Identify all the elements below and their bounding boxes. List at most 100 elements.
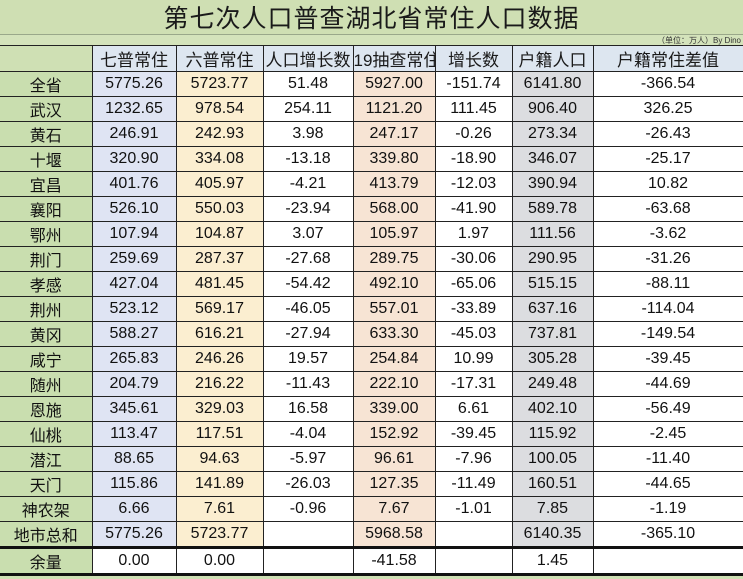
table-cell: 254.84 — [352, 346, 436, 372]
table-cell: -13.18 — [262, 146, 354, 172]
unit-note: （单位：万人）By Dino — [656, 36, 741, 45]
table-cell: -27.94 — [262, 321, 354, 347]
table-cell: -151.74 — [434, 71, 513, 97]
table-cell: 1.45 — [511, 546, 594, 576]
table-cell: 3.98 — [262, 121, 354, 147]
table-cell: -44.65 — [592, 471, 743, 497]
table-row: 荆州 523.12 569.17 -46.05 557.01 -33.89 637.16 -1… — [0, 296, 743, 322]
table-cell: -44.69 — [592, 371, 743, 397]
table-cell: -41.58 — [352, 546, 436, 576]
table-cell: 550.03 — [175, 196, 264, 222]
table-cell: 10.99 — [434, 346, 513, 372]
table-cell: -1.19 — [592, 496, 743, 522]
row-label: 黄石 — [0, 121, 93, 147]
table-cell: -7.96 — [434, 446, 513, 472]
table-cell: 3.07 — [262, 221, 354, 247]
table-cell: 290.95 — [511, 246, 594, 272]
table-cell: -65.06 — [434, 271, 513, 297]
table-cell: 523.12 — [91, 296, 177, 322]
table-cell: 246.91 — [91, 121, 177, 147]
table-cell: 6141.80 — [511, 71, 594, 97]
table-cell: 273.34 — [511, 121, 594, 147]
table-cell: -88.11 — [592, 271, 743, 297]
table-row: 天门 115.86 141.89 -26.03 127.35 -11.49 160.51 -4… — [0, 471, 743, 497]
table-row: 襄阳 526.10 550.03 -23.94 568.00 -41.90 589.78 -6… — [0, 196, 743, 222]
table-cell: 100.05 — [511, 446, 594, 472]
table-cell: 160.51 — [511, 471, 594, 497]
table-cell: 16.58 — [262, 396, 354, 422]
col-header-growth2: 增长数 — [434, 45, 513, 72]
row-label: 宜昌 — [0, 171, 93, 197]
table-cell: 5775.26 — [91, 71, 177, 97]
table-cell: -56.49 — [592, 396, 743, 422]
col-header-hukou-diff: 户籍常住差值 — [592, 45, 743, 72]
row-label: 武汉 — [0, 96, 93, 122]
table-cell: 481.45 — [175, 271, 264, 297]
col-header-census7: 七普常住 — [91, 45, 177, 72]
table-cell: 1232.65 — [91, 96, 177, 122]
table-cell: 115.86 — [91, 471, 177, 497]
table-cell — [262, 521, 354, 548]
table-cell: 557.01 — [352, 296, 436, 322]
table-row: 武汉 1232.65 978.54 254.11 1121.20 111.45 906.40… — [0, 96, 743, 122]
table-row: 仙桃 113.47 117.51 -4.04 152.92 -39.45 115.92 -2.… — [0, 421, 743, 447]
table-cell: 568.00 — [352, 196, 436, 222]
table-cell: -4.04 — [262, 421, 354, 447]
table-row: 黄石 246.91 242.93 3.98 247.17 -0.26 273.34 -26.4… — [0, 121, 743, 147]
table-cell: 204.79 — [91, 371, 177, 397]
table-cell: 5968.58 — [352, 521, 436, 548]
table-cell: 6.66 — [91, 496, 177, 522]
table-cell: 249.48 — [511, 371, 594, 397]
table-cell: 96.61 — [352, 446, 436, 472]
table-row: 随州 204.79 216.22 -11.43 222.10 -17.31 249.48 -4… — [0, 371, 743, 397]
table-cell: 265.83 — [91, 346, 177, 372]
page-title: 第七次人口普查湖北省常住人口数据 — [0, 0, 743, 35]
table-cell — [434, 546, 513, 576]
table-cell: -39.45 — [592, 346, 743, 372]
table-cell: 5775.26 — [91, 521, 177, 548]
note-bar: （单位：万人）By Dino — [0, 34, 743, 46]
table-cell: -26.43 — [592, 121, 743, 147]
row-label: 仙桃 — [0, 421, 93, 447]
table-cell: 402.10 — [511, 396, 594, 422]
row-label: 咸宁 — [0, 346, 93, 372]
table-cell: 390.94 — [511, 171, 594, 197]
table-cell: -46.05 — [262, 296, 354, 322]
table-cell: -0.26 — [434, 121, 513, 147]
table-cell: -4.21 — [262, 171, 354, 197]
table-cell: 152.92 — [352, 421, 436, 447]
table-cell: 616.21 — [175, 321, 264, 347]
table-cell: 427.04 — [91, 271, 177, 297]
table-cell: 737.81 — [511, 321, 594, 347]
row-label: 神农架 — [0, 496, 93, 522]
table-cell: 259.69 — [91, 246, 177, 272]
table-cell: 401.76 — [91, 171, 177, 197]
row-label: 荆门 — [0, 246, 93, 272]
table-cell: 246.26 — [175, 346, 264, 372]
table-cell: 216.22 — [175, 371, 264, 397]
table-cell: 7.85 — [511, 496, 594, 522]
table-cell: 254.11 — [262, 96, 354, 122]
row-label: 鄂州 — [0, 221, 93, 247]
table-cell: 320.90 — [91, 146, 177, 172]
col-header-census6: 六普常住 — [175, 45, 264, 72]
row-label: 孝感 — [0, 271, 93, 297]
table-cell: 334.08 — [175, 146, 264, 172]
row-label: 余量 — [0, 546, 93, 576]
row-label: 襄阳 — [0, 196, 93, 222]
table-cell: -27.68 — [262, 246, 354, 272]
table-cell: -366.54 — [592, 71, 743, 97]
table-cell: 247.17 — [352, 121, 436, 147]
row-label: 天门 — [0, 471, 93, 497]
table-cell: 637.16 — [511, 296, 594, 322]
table-cell: 345.61 — [91, 396, 177, 422]
table-row: 潜江 88.65 94.63 -5.97 96.61 -7.96 100.05 -11.40 — [0, 446, 743, 472]
col-header-sample19: 19抽查常住 — [352, 45, 436, 72]
table-cell: -2.45 — [592, 421, 743, 447]
table-cell: -26.03 — [262, 471, 354, 497]
table-cell: -11.40 — [592, 446, 743, 472]
table-row: 宜昌 401.76 405.97 -4.21 413.79 -12.03 390.94 10.… — [0, 171, 743, 197]
table-cell: 346.07 — [511, 146, 594, 172]
table-cell: -63.68 — [592, 196, 743, 222]
table-cell: 305.28 — [511, 346, 594, 372]
